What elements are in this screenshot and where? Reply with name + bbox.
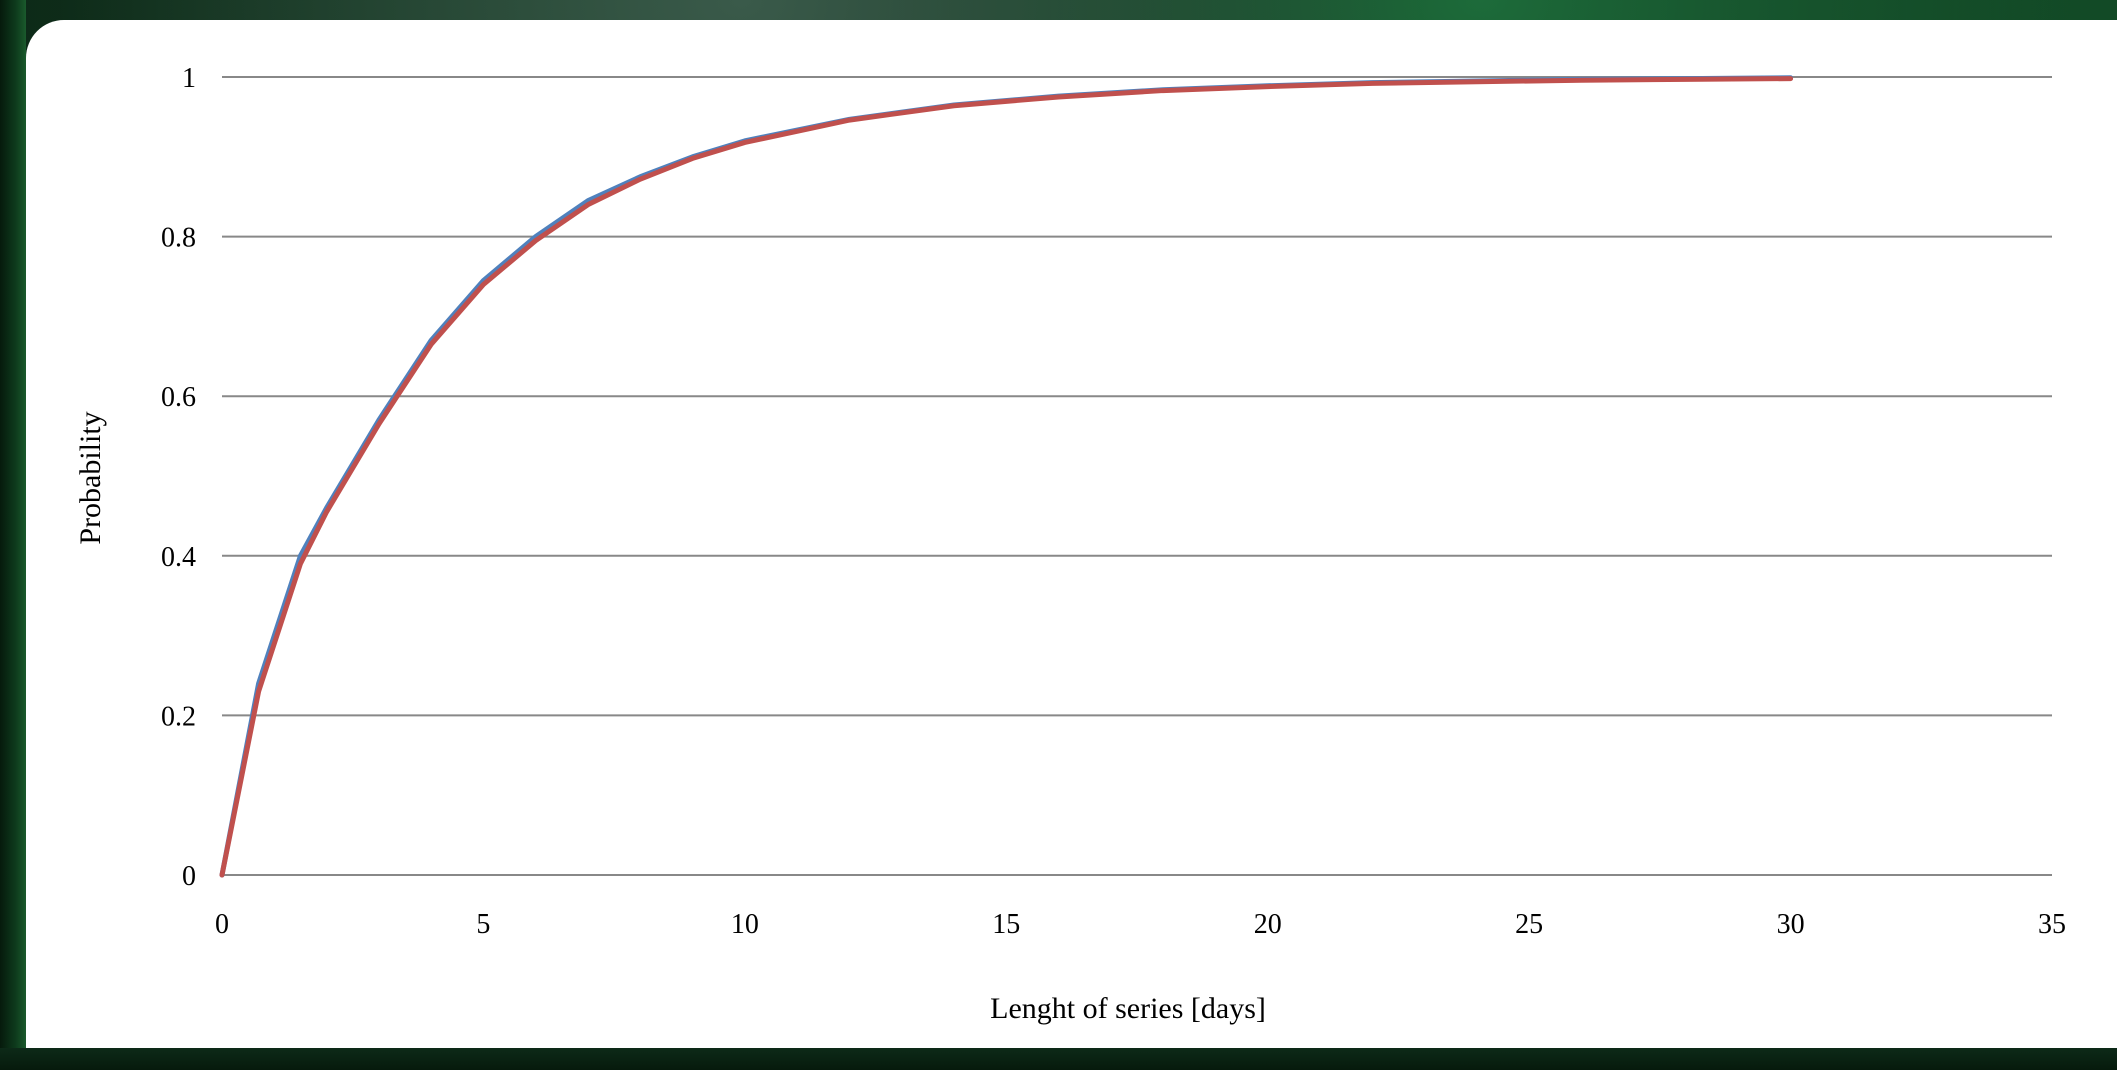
y-tick-label: 0.6 xyxy=(161,382,196,413)
x-tick-label: 5 xyxy=(476,909,490,940)
chart-panel xyxy=(26,20,2117,1048)
x-tick-labels: 0 5 10 15 20 25 30 35 xyxy=(215,909,2066,940)
x-tick-label: 25 xyxy=(1515,909,1543,940)
x-tick-label: 30 xyxy=(1777,909,1805,940)
series-line-0 xyxy=(219,75,1794,878)
y-tick-label: 0.2 xyxy=(161,701,196,732)
y-tick-label: 0.8 xyxy=(161,223,196,254)
y-tick-label: 0 xyxy=(182,861,196,892)
background-left-strip xyxy=(0,0,26,1070)
x-tick-label: 20 xyxy=(1254,909,1282,940)
x-axis-title: Lenght of series [days] xyxy=(990,992,1266,1025)
y-axis-title: Probability xyxy=(74,411,107,544)
background-bottom-strip xyxy=(0,1048,2117,1070)
series-lines xyxy=(219,75,1794,878)
x-tick-label: 0 xyxy=(215,909,229,940)
gridlines xyxy=(222,76,2052,717)
x-tick-label: 35 xyxy=(2038,909,2066,940)
y-tick-label: 0.4 xyxy=(161,542,196,573)
x-tick-label: 15 xyxy=(992,909,1020,940)
y-tick-labels: 0 0.2 0.4 0.6 0.8 1 xyxy=(161,63,196,892)
x-tick-label: 10 xyxy=(731,909,759,940)
y-tick-label: 1 xyxy=(182,63,196,94)
series-line-1 xyxy=(219,76,1794,878)
